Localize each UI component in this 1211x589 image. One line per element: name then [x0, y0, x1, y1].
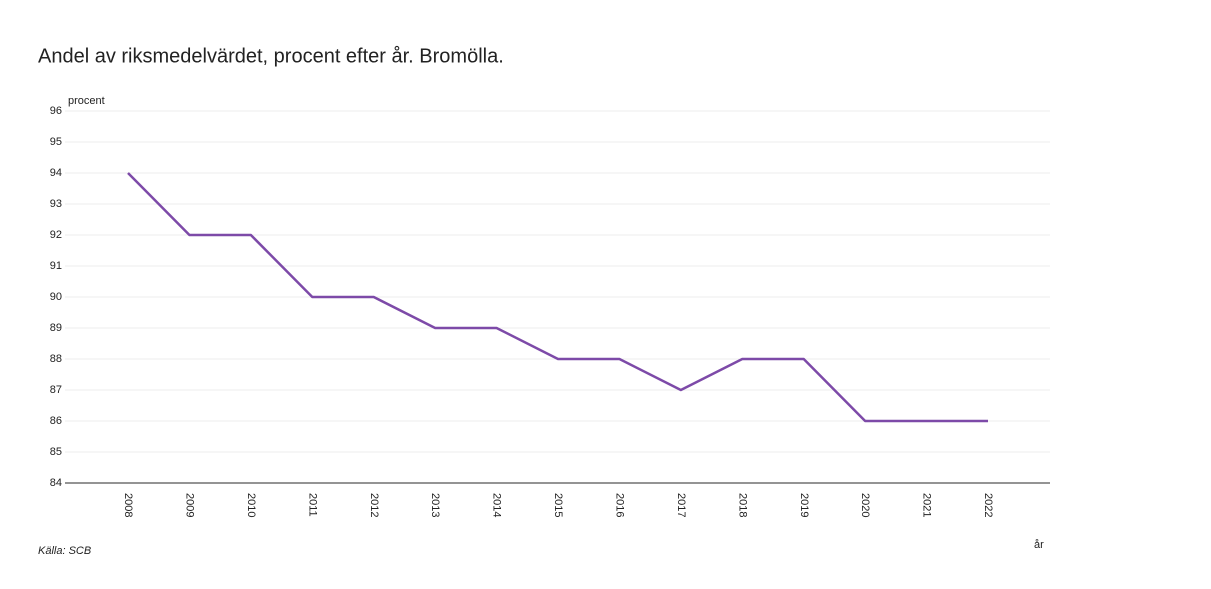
- y-tick-label: 89: [50, 322, 62, 334]
- x-tick-label: 2012: [368, 493, 380, 517]
- y-tick-label: 87: [50, 384, 62, 396]
- x-axis-label: år: [1034, 539, 1044, 551]
- x-tick-label: 2011: [306, 493, 318, 517]
- y-tick-label: 94: [50, 167, 62, 179]
- y-tick-label: 86: [50, 415, 62, 427]
- x-tick-label: 2014: [491, 493, 503, 517]
- chart-title: Andel av riksmedelvärdet, procent efter …: [38, 45, 504, 67]
- y-tick-label: 88: [50, 353, 62, 365]
- y-tick-label: 93: [50, 198, 62, 210]
- y-tick-label: 95: [50, 136, 62, 148]
- x-tick-label: 2020: [859, 493, 871, 517]
- x-tick-label: 2013: [429, 493, 441, 517]
- y-axis-label: procent: [68, 95, 105, 107]
- x-tick-label: 2008: [122, 493, 134, 517]
- y-tick-label: 90: [50, 291, 62, 303]
- x-tick-label: 2017: [675, 493, 687, 517]
- y-tick-label: 96: [50, 105, 62, 117]
- y-tick-label: 85: [50, 446, 62, 458]
- x-tick-label: 2010: [245, 493, 257, 517]
- line-series: [127, 172, 988, 423]
- x-tick-label: 2021: [921, 493, 933, 517]
- x-tick-label: 2018: [736, 493, 748, 517]
- y-tick-label: 92: [50, 229, 62, 241]
- x-tick-label: 2022: [982, 493, 994, 517]
- y-tick-label: 84: [50, 477, 62, 489]
- x-tick-label: 2009: [184, 493, 196, 517]
- y-tick-label: 91: [50, 260, 62, 272]
- x-tick-label: 2019: [798, 493, 810, 517]
- x-tick-label: 2015: [552, 493, 564, 517]
- x-tick-label: 2016: [614, 493, 626, 517]
- source: Källa: SCB: [38, 545, 91, 557]
